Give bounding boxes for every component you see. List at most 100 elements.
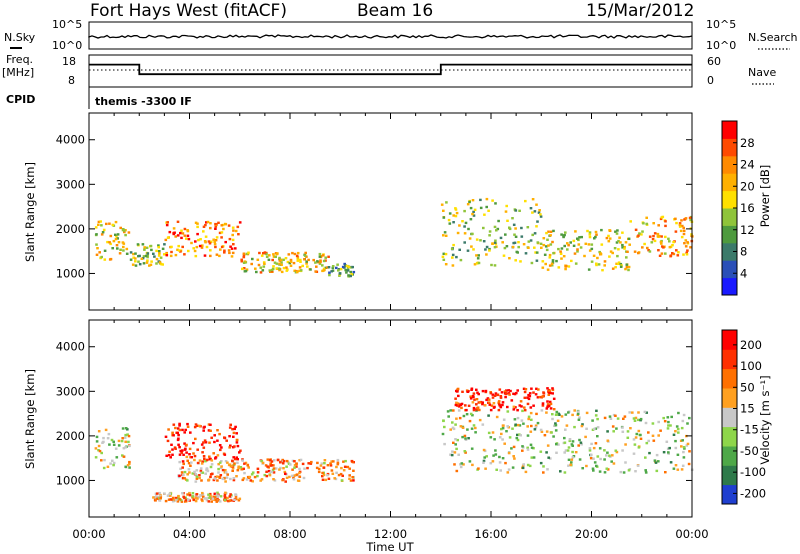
range-cell [550,262,554,265]
range-cell [595,233,598,236]
range-cell [489,462,493,465]
range-cell [322,473,326,477]
range-cell [576,237,579,240]
range-cell [165,454,168,457]
range-cell [321,475,324,478]
range-cell [512,405,516,408]
range-cell [174,498,178,502]
range-cell [269,270,272,273]
range-tick-label: 1000 [56,473,85,487]
range-cell [259,479,262,482]
range-cell [123,436,127,439]
range-cell [591,467,595,470]
range-cell [284,472,287,475]
range-cell [224,491,227,494]
range-cell [529,430,533,433]
range-cell [539,242,543,245]
range-cell [442,252,446,255]
range-cell [179,231,182,235]
range-cell [680,235,684,239]
scatter-band-1 [129,243,166,267]
range-cell [617,239,620,243]
range-cell [293,474,297,477]
range-cell [322,466,326,469]
range-cell [309,268,312,271]
range-cell [262,252,265,255]
range-cell [571,456,575,459]
range-cell [672,433,676,436]
range-cell [482,461,485,464]
range-cell [171,496,175,500]
range-cell [498,436,502,439]
range-cell [471,463,474,467]
time-axis-title: Time UT [365,540,414,554]
range-cell [198,244,202,248]
range-cell [344,459,347,463]
range-cell [261,461,265,465]
range-cell [674,464,678,467]
range-cell [213,440,216,444]
range-cell [639,433,642,437]
range-cell [491,431,495,434]
range-cell [281,458,284,462]
range-cell [605,467,609,470]
range-cell [199,467,203,470]
range-cell [172,232,176,236]
range-cell [228,426,232,429]
cpid-value: themis -3300 IF [95,95,192,108]
range-cell [188,499,191,502]
range-cell [285,266,288,269]
range-cell [567,244,570,247]
range-cell [276,252,279,255]
range-cell [686,442,690,446]
range-cell [180,500,184,503]
range-cell [155,262,158,265]
range-cell [523,390,527,394]
range-cell [243,471,246,475]
range-cell [278,468,281,471]
range-cell [632,452,636,455]
range-cell [593,237,596,240]
range-cell [186,422,189,426]
range-cell [219,248,222,251]
range-cell [295,473,299,476]
range-cell [678,223,682,227]
range-cell [548,264,552,267]
range-cell [288,475,291,479]
range-cell [333,477,336,480]
range-cell [234,425,237,429]
range-cell [679,439,683,442]
range-cell [594,427,598,430]
range-cell [218,475,221,479]
range-cell [277,267,281,270]
range-cell [547,456,550,459]
range-cell [269,462,272,465]
noise-left-tick-bottom: 10^0 [52,39,82,52]
range-cell [179,467,182,470]
range-cell [291,468,294,471]
range-cell [192,498,196,502]
range-cell [606,430,609,433]
range-cell [174,235,177,238]
range-cell [285,459,289,463]
range-cell [642,222,645,225]
range-cell [488,230,492,233]
range-cell [184,499,188,502]
range-cell [324,256,327,259]
range-cell [560,233,563,236]
range-cell [654,461,658,464]
range-cell [538,395,542,399]
range-cell [222,227,225,231]
range-cell [155,257,159,261]
range-cell [472,248,475,251]
range-cell [120,439,124,443]
range-cell [541,260,545,263]
range-cell [204,223,207,227]
range-cell [336,461,340,464]
range-cell [546,403,550,406]
range-cell [603,416,607,420]
range-cell [287,253,291,256]
range-cell [293,252,297,256]
range-cell [185,451,188,454]
